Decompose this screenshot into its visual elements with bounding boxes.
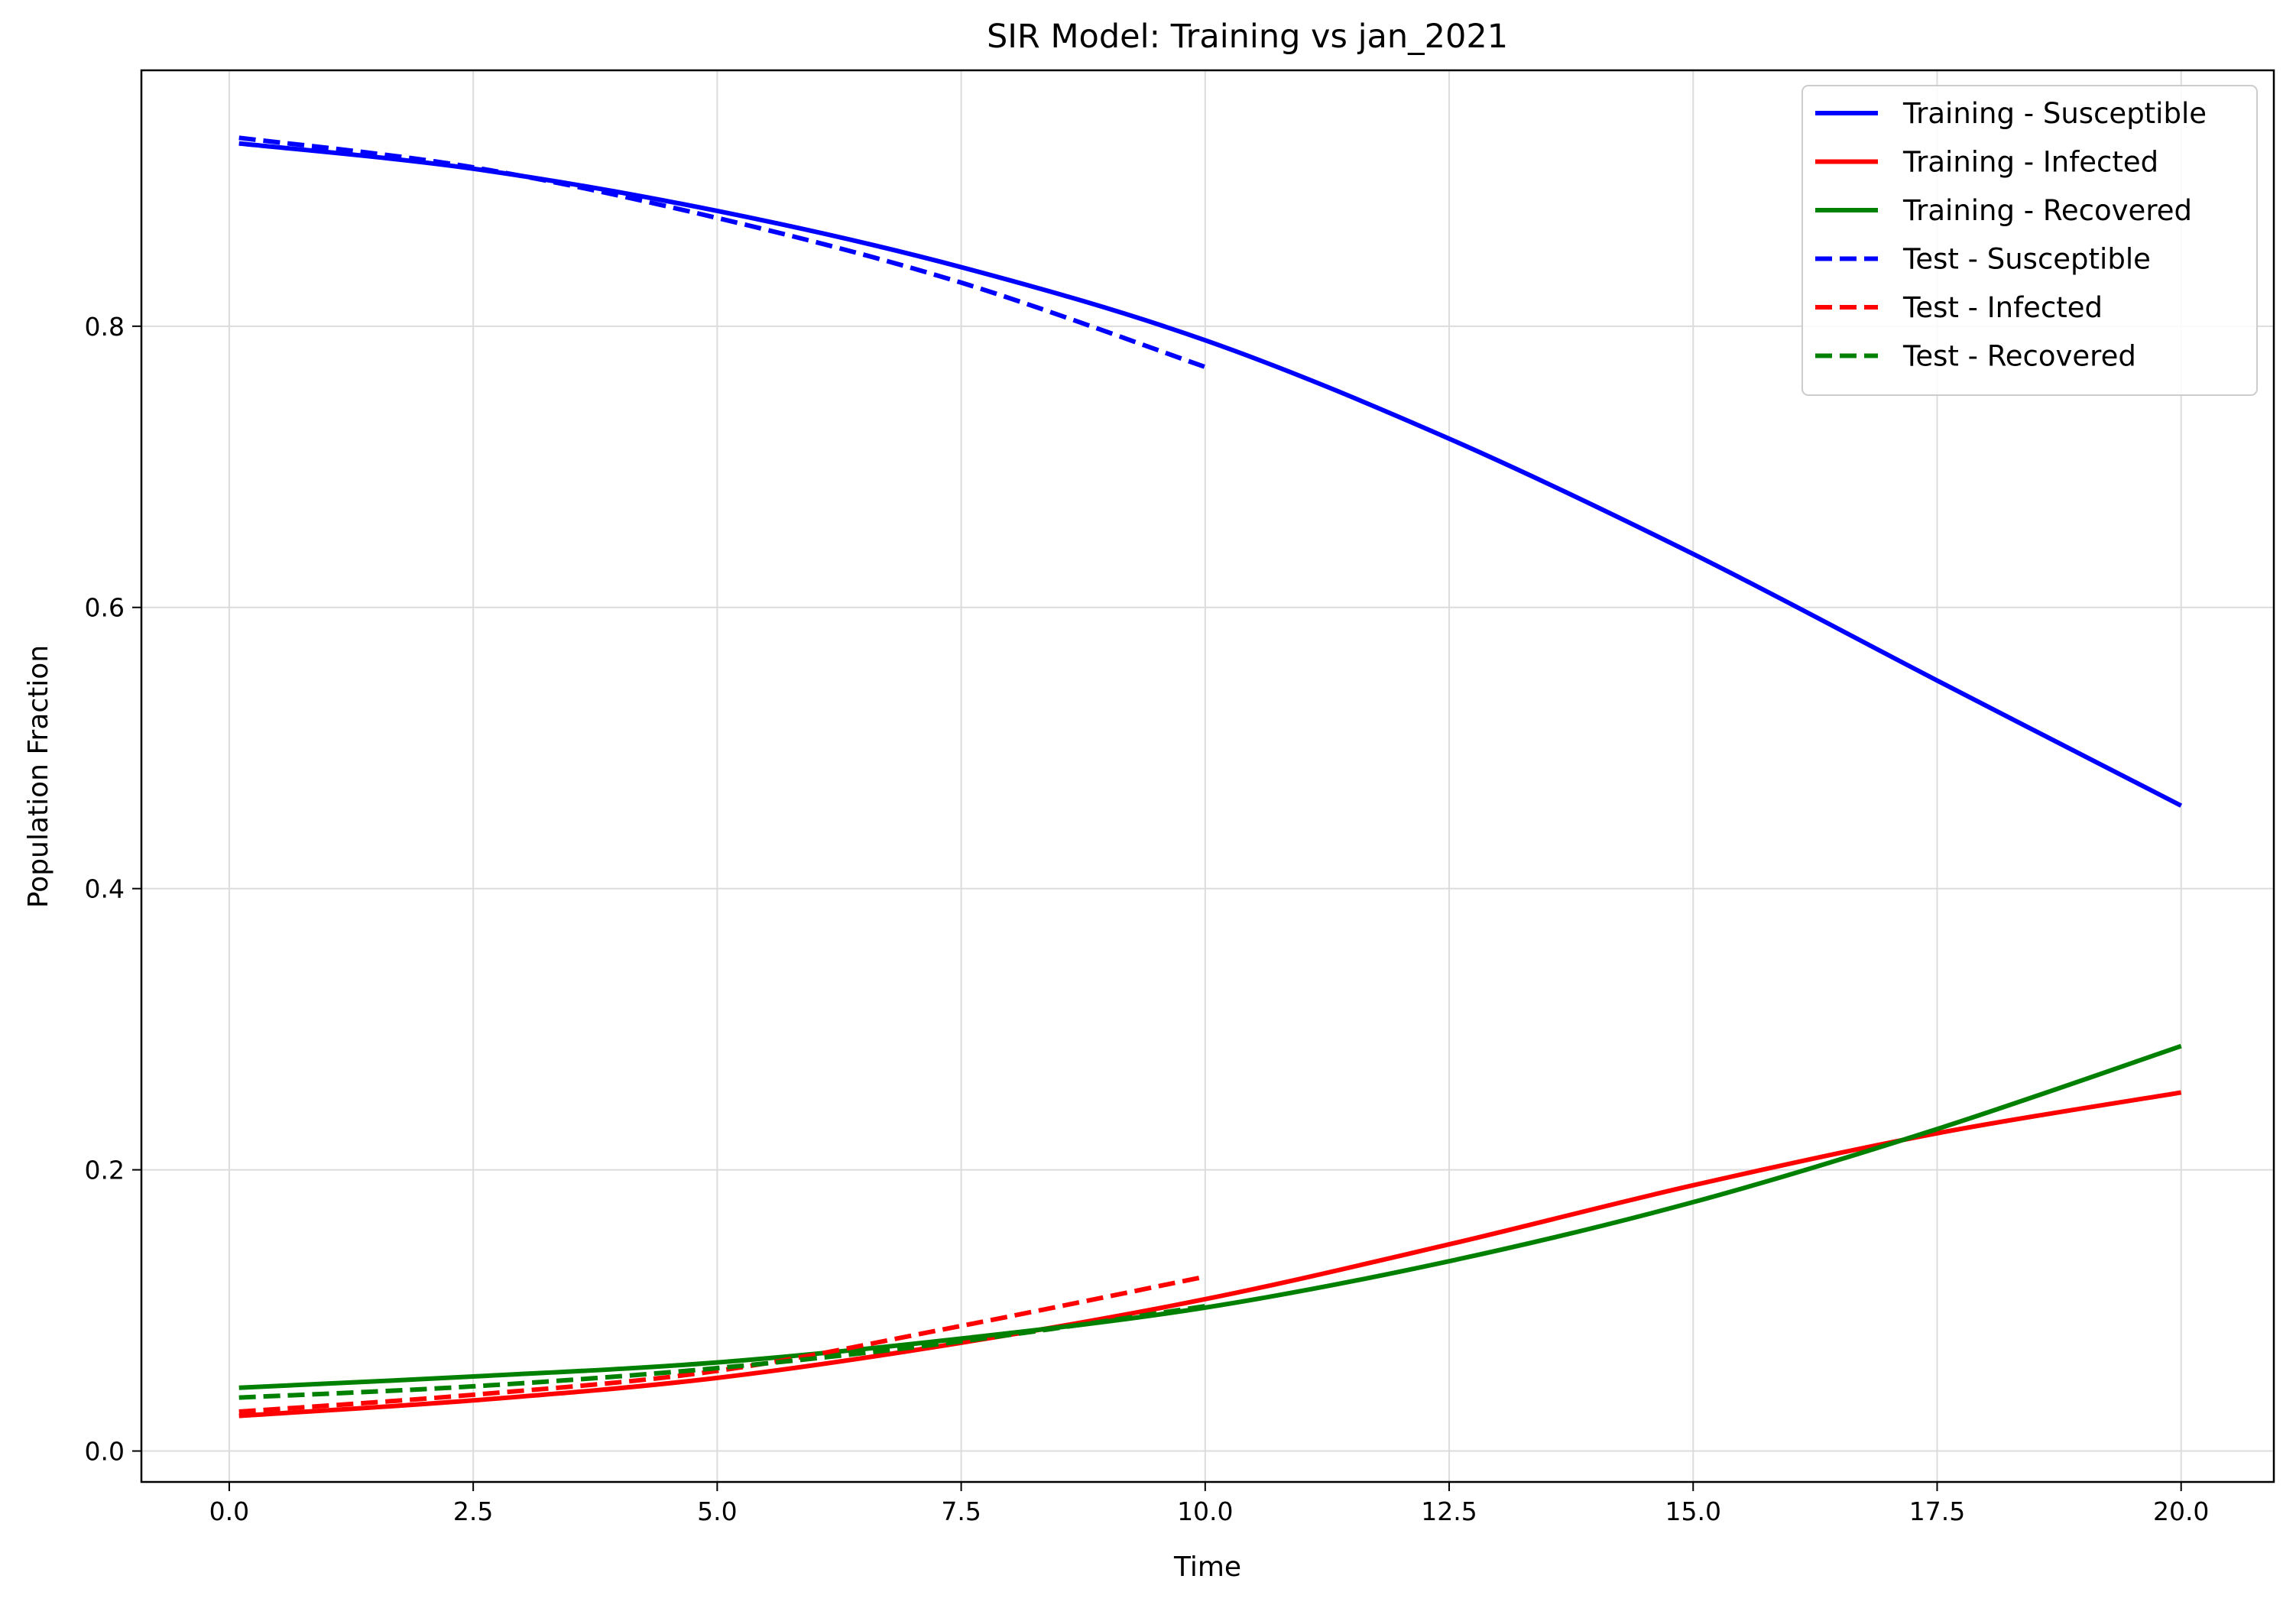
y-tick-label: 0.6 <box>85 593 125 623</box>
legend-label: Training - Recovered <box>1902 194 2192 227</box>
y-axis: 0.0 0.2 0.4 0.6 0.8 <box>85 312 141 1467</box>
legend-label: Training - Infected <box>1902 146 2158 179</box>
series-line-test-infected <box>238 1274 1206 1415</box>
plot-frame <box>140 69 2275 1483</box>
y-tick-label: 0.8 <box>85 312 125 342</box>
y-tick-label: 0.2 <box>85 1156 125 1185</box>
x-tick-label: 12.5 <box>1421 1496 1477 1526</box>
x-tick-label: 15.0 <box>1665 1496 1721 1526</box>
legend: Training - Susceptible Training - Infecte… <box>1801 85 2258 396</box>
x-axis: 0.0 2.5 5.0 7.5 10.0 12.5 15.0 17.5 20.0 <box>209 1482 2209 1526</box>
series-layer <box>238 135 2183 1419</box>
x-tick-label: 5.0 <box>697 1496 737 1526</box>
legend-label: Training - Susceptible <box>1902 97 2207 130</box>
x-tick-label: 2.5 <box>453 1496 493 1526</box>
x-axis-label: Time <box>1173 1552 1241 1583</box>
x-tick-label: 10.0 <box>1177 1496 1233 1526</box>
legend-label: Test - Recovered <box>1902 340 2136 373</box>
grid <box>141 70 2274 1482</box>
chart-title: SIR Model: Training vs jan_2021 <box>987 18 1508 56</box>
y-axis-label: Population Fraction <box>23 645 54 908</box>
x-tick-label: 20.0 <box>2153 1496 2209 1526</box>
x-tick-label: 7.5 <box>941 1496 981 1526</box>
series-line-test-recovered <box>238 1304 1206 1400</box>
x-tick-label: 17.5 <box>1909 1496 1965 1526</box>
series-line-training-infected <box>238 1090 2182 1419</box>
legend-box <box>1801 85 2258 396</box>
x-tick-label: 0.0 <box>209 1496 249 1526</box>
legend-label: Test - Infected <box>1902 291 2103 324</box>
series-line-training-recovered <box>238 1043 2182 1390</box>
legend-label: Test - Susceptible <box>1902 243 2151 276</box>
y-tick-label: 0.4 <box>85 874 125 904</box>
series-line-test-susceptible <box>238 135 1206 369</box>
y-tick-label: 0.0 <box>85 1437 125 1467</box>
